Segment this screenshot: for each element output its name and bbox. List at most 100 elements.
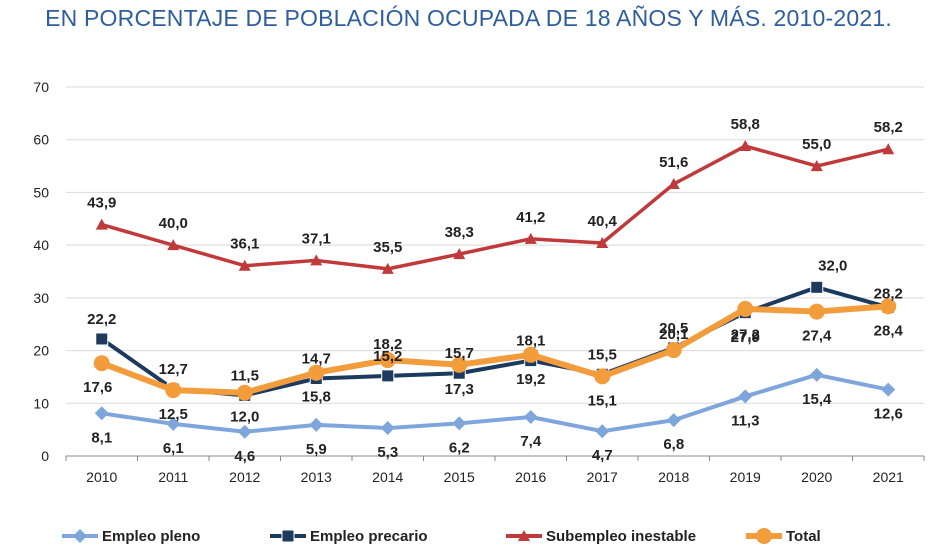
x-tick-label: 2012 (229, 469, 260, 485)
legend: Empleo pleno Empleo precario Subempleo ine… (62, 528, 821, 545)
legend-label-subempleo-inestable: Subempleo inestable (546, 528, 696, 545)
data-label-empleo-pleno: 5,3 (377, 444, 398, 461)
data-label-empleo-pleno: 6,1 (163, 440, 184, 457)
data-point-subempleo-inestable (167, 239, 180, 251)
data-label-empleo-pleno: 8,1 (91, 429, 112, 446)
data-label-total: 15,8 (302, 389, 331, 406)
data-label-empleo-precario: 20,5 (659, 320, 688, 337)
data-point-total (165, 382, 182, 399)
data-point-empleo-pleno (738, 389, 753, 404)
data-label-subempleo-inestable: 41,2 (516, 209, 545, 226)
data-label-total: 12,5 (159, 406, 188, 423)
data-point-total (522, 346, 539, 363)
data-label-total: 17,6 (83, 379, 112, 396)
data-label-total: 15,1 (588, 392, 617, 409)
legend-label-empleo-pleno: Empleo pleno (102, 528, 200, 545)
data-point-subempleo-inestable (596, 237, 609, 249)
data-label-empleo-precario: 32,0 (818, 257, 847, 274)
axes: 0 10 20 30 40 50 60 70 2010 2011 2012 2013 2014 2015 2… (33, 79, 925, 485)
data-point-subempleo-inestable (95, 218, 108, 230)
series-line-empleo-precario (100, 285, 889, 398)
data-label-subempleo-inestable: 36,1 (230, 236, 259, 253)
data-point-empleo-pleno (452, 416, 467, 431)
data-label-total: 27,4 (802, 328, 832, 345)
data-point-total (594, 368, 611, 385)
data-label-empleo-precario: 27,2 (731, 327, 760, 344)
data-label-empleo-precario: 28,2 (874, 285, 903, 302)
data-label-empleo-precario: 14,7 (302, 351, 331, 368)
data-point-subempleo-inestable (310, 254, 323, 266)
y-tick-label: 70 (33, 79, 49, 95)
series-line-empleo-pleno (101, 372, 889, 434)
data-point-empleo-pleno (309, 417, 324, 432)
data-point-total (93, 355, 110, 372)
data-label-empleo-precario: 15,7 (445, 345, 474, 362)
data-point-empleo-pleno (666, 413, 681, 428)
data-point-empleo-pleno (881, 382, 896, 397)
data-point-subempleo-inestable (524, 232, 537, 244)
data-point-total (236, 384, 253, 401)
y-tick-label: 40 (33, 237, 49, 253)
data-label-subempleo-inestable: 37,1 (302, 230, 331, 247)
data-point-total (451, 356, 468, 373)
data-label-empleo-precario: 18,1 (516, 333, 545, 350)
y-tick-label: 50 (33, 184, 49, 200)
data-point-empleo-pleno (166, 416, 181, 431)
data-point-empleo-precario (381, 369, 395, 383)
legend-label-total: Total (786, 528, 821, 545)
chart-title: EN PORCENTAJE DE POBLACIÓN OCUPADA DE 18… (45, 5, 892, 31)
data-point-total (880, 298, 897, 315)
data-label-subempleo-inestable: 43,9 (87, 195, 116, 212)
data-label-subempleo-inestable: 38,3 (445, 224, 474, 241)
x-tick-label: 2015 (444, 469, 475, 485)
data-point-total (665, 342, 682, 359)
data-labels: 8,1 6,1 4,6 5,9 5,3 6,2 7,4 4,7 6,8 11,3 15,4 12,6 2… (83, 116, 903, 465)
x-tick-label: 2018 (658, 469, 689, 485)
x-tick-label: 2016 (515, 469, 546, 485)
data-label-empleo-pleno: 6,8 (663, 436, 684, 453)
series-line-subempleo-inestable (101, 144, 889, 271)
data-label-empleo-precario: 22,2 (87, 311, 116, 328)
data-label-empleo-pleno: 5,9 (306, 441, 327, 458)
data-point-empleo-pleno (523, 409, 538, 424)
data-point-empleo-pleno (237, 424, 252, 439)
data-label-empleo-pleno: 12,6 (874, 406, 903, 423)
x-tick-label: 2017 (587, 469, 618, 485)
data-point-empleo-precario (810, 280, 824, 294)
data-label-empleo-pleno: 4,7 (592, 447, 613, 464)
data-label-empleo-precario: 11,5 (231, 367, 259, 384)
data-point-total (379, 352, 396, 369)
data-label-total: 28,4 (874, 322, 904, 339)
legend-marker-empleo-precario (281, 529, 295, 543)
data-label-total: 19,2 (516, 371, 545, 388)
data-label-subempleo-inestable: 58,8 (731, 116, 760, 133)
legend-marker-empleo-pleno (73, 529, 87, 543)
data-point-subempleo-inestable (238, 259, 251, 271)
y-tick-label: 0 (41, 448, 49, 464)
data-point-subempleo-inestable (882, 143, 895, 155)
data-point-subempleo-inestable (453, 248, 466, 260)
x-tick-label: 2014 (372, 469, 403, 485)
legend-marker-total (756, 528, 772, 544)
data-point-empleo-precario (95, 332, 109, 346)
data-label-total: 12,0 (230, 409, 259, 426)
data-label-empleo-precario: 15,5 (588, 346, 617, 363)
data-point-empleo-pleno (595, 424, 610, 439)
data-label-subempleo-inestable: 40,4 (588, 213, 618, 230)
legend-label-empleo-precario: Empleo precario (310, 528, 428, 545)
x-tick-label: 2021 (873, 469, 904, 485)
data-label-empleo-precario: 15,2 (373, 348, 402, 365)
data-label-subempleo-inestable: 40,0 (159, 215, 188, 232)
data-point-total (808, 303, 825, 320)
data-point-empleo-pleno (94, 406, 109, 421)
data-label-empleo-pleno: 7,4 (520, 433, 542, 450)
data-label-empleo-pleno: 11,3 (731, 412, 759, 429)
data-label-total: 18,2 (373, 336, 402, 353)
data-point-total (737, 300, 754, 317)
data-label-subempleo-inestable: 55,0 (802, 136, 831, 153)
data-label-subempleo-inestable: 35,5 (373, 239, 402, 256)
data-label-empleo-precario: 12,7 (159, 361, 188, 378)
y-tick-label: 30 (33, 290, 49, 306)
x-tick-label: 2013 (301, 469, 332, 485)
